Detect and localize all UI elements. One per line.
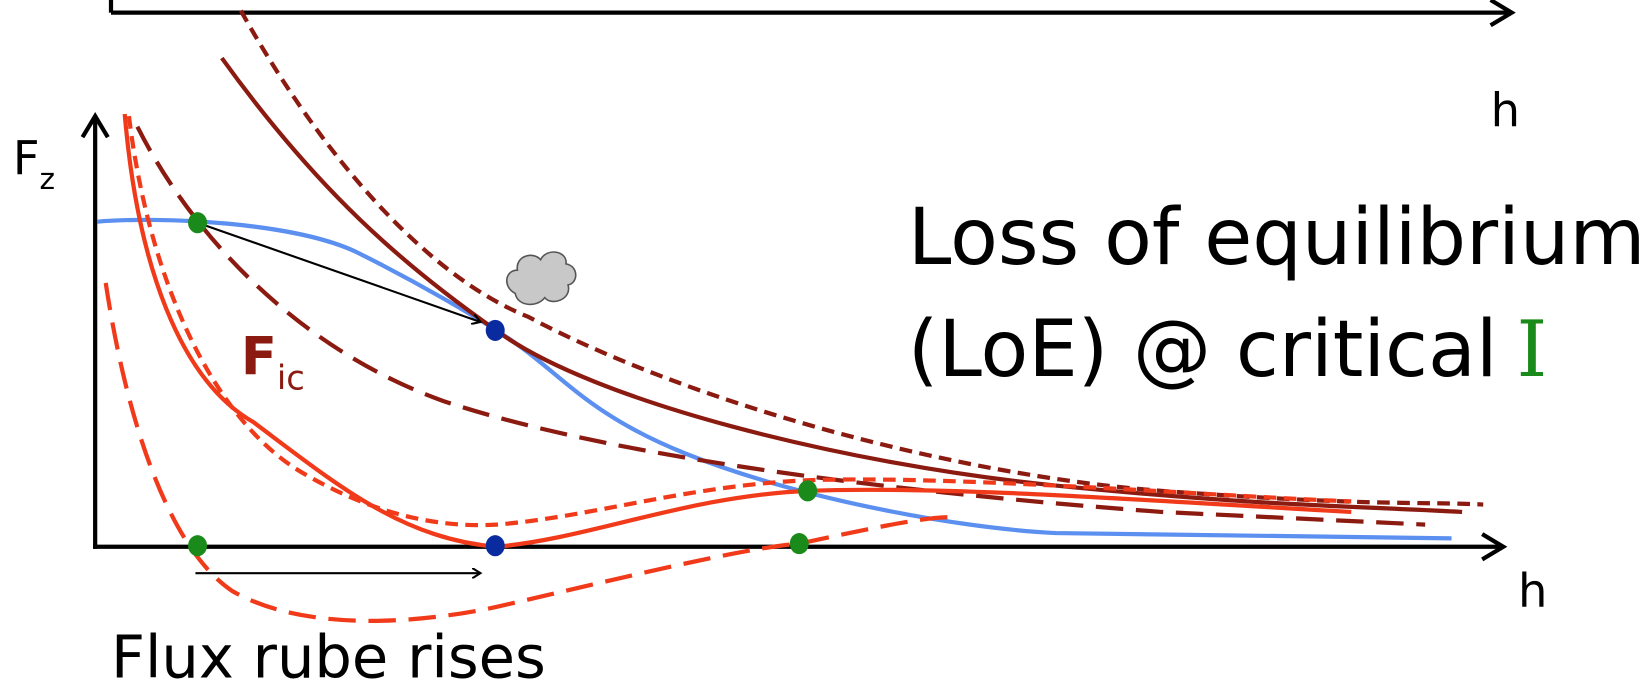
x-axis-label: h bbox=[1518, 564, 1547, 618]
dark-red-curve bbox=[222, 58, 1462, 512]
title-line: Loss of equilibrium bbox=[908, 192, 1646, 283]
cloud bbox=[507, 252, 576, 304]
red-long-dash-curve bbox=[106, 283, 950, 621]
curve-subscript: ic bbox=[277, 358, 305, 397]
y-axis-symbol: F bbox=[13, 131, 40, 185]
green-dot bbox=[188, 535, 207, 556]
caption: Flux rube rises bbox=[111, 623, 546, 684]
green-dot bbox=[188, 212, 207, 233]
y-axis-subscript: z bbox=[40, 162, 56, 196]
title-symbol: I bbox=[1517, 304, 1548, 395]
curve-symbol: F bbox=[241, 327, 277, 388]
arrow bbox=[198, 223, 481, 322]
diagram: h Fz Fic Loss of equilibrium (LoE) @ cri… bbox=[0, 0, 1647, 684]
blue-dot bbox=[486, 535, 505, 556]
top-axis-label: h bbox=[1491, 84, 1520, 138]
green-dot bbox=[798, 480, 817, 501]
blue-dot bbox=[486, 320, 505, 341]
curve-label: Fic bbox=[241, 327, 305, 398]
green-dot bbox=[790, 533, 809, 554]
y-axis-label: Fz bbox=[13, 131, 55, 196]
title-text: (LoE) @ critical bbox=[908, 304, 1498, 395]
